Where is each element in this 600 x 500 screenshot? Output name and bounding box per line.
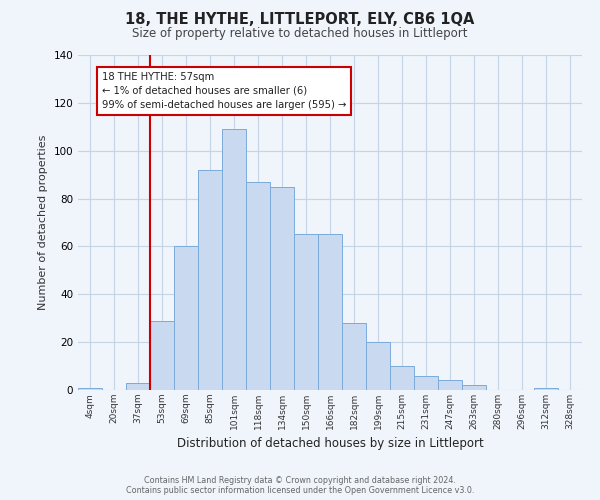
Bar — [318, 234, 342, 390]
Bar — [294, 234, 318, 390]
Text: 18 THE HYTHE: 57sqm
← 1% of detached houses are smaller (6)
99% of semi-detached: 18 THE HYTHE: 57sqm ← 1% of detached hou… — [102, 72, 346, 110]
Bar — [126, 383, 150, 390]
Bar — [534, 388, 558, 390]
X-axis label: Distribution of detached houses by size in Littleport: Distribution of detached houses by size … — [176, 438, 484, 450]
Bar — [462, 385, 486, 390]
Bar — [366, 342, 390, 390]
Bar — [78, 388, 102, 390]
Text: 18, THE HYTHE, LITTLEPORT, ELY, CB6 1QA: 18, THE HYTHE, LITTLEPORT, ELY, CB6 1QA — [125, 12, 475, 28]
Y-axis label: Number of detached properties: Number of detached properties — [38, 135, 48, 310]
Bar — [198, 170, 222, 390]
Text: Size of property relative to detached houses in Littleport: Size of property relative to detached ho… — [132, 28, 468, 40]
Bar — [390, 366, 414, 390]
Bar — [270, 186, 294, 390]
Text: Contains HM Land Registry data © Crown copyright and database right 2024.: Contains HM Land Registry data © Crown c… — [144, 476, 456, 485]
Text: Contains public sector information licensed under the Open Government Licence v3: Contains public sector information licen… — [126, 486, 474, 495]
Bar — [246, 182, 270, 390]
Bar — [174, 246, 198, 390]
Bar — [414, 376, 438, 390]
Bar — [222, 129, 246, 390]
Bar — [342, 323, 366, 390]
Bar — [150, 320, 174, 390]
Bar — [438, 380, 462, 390]
